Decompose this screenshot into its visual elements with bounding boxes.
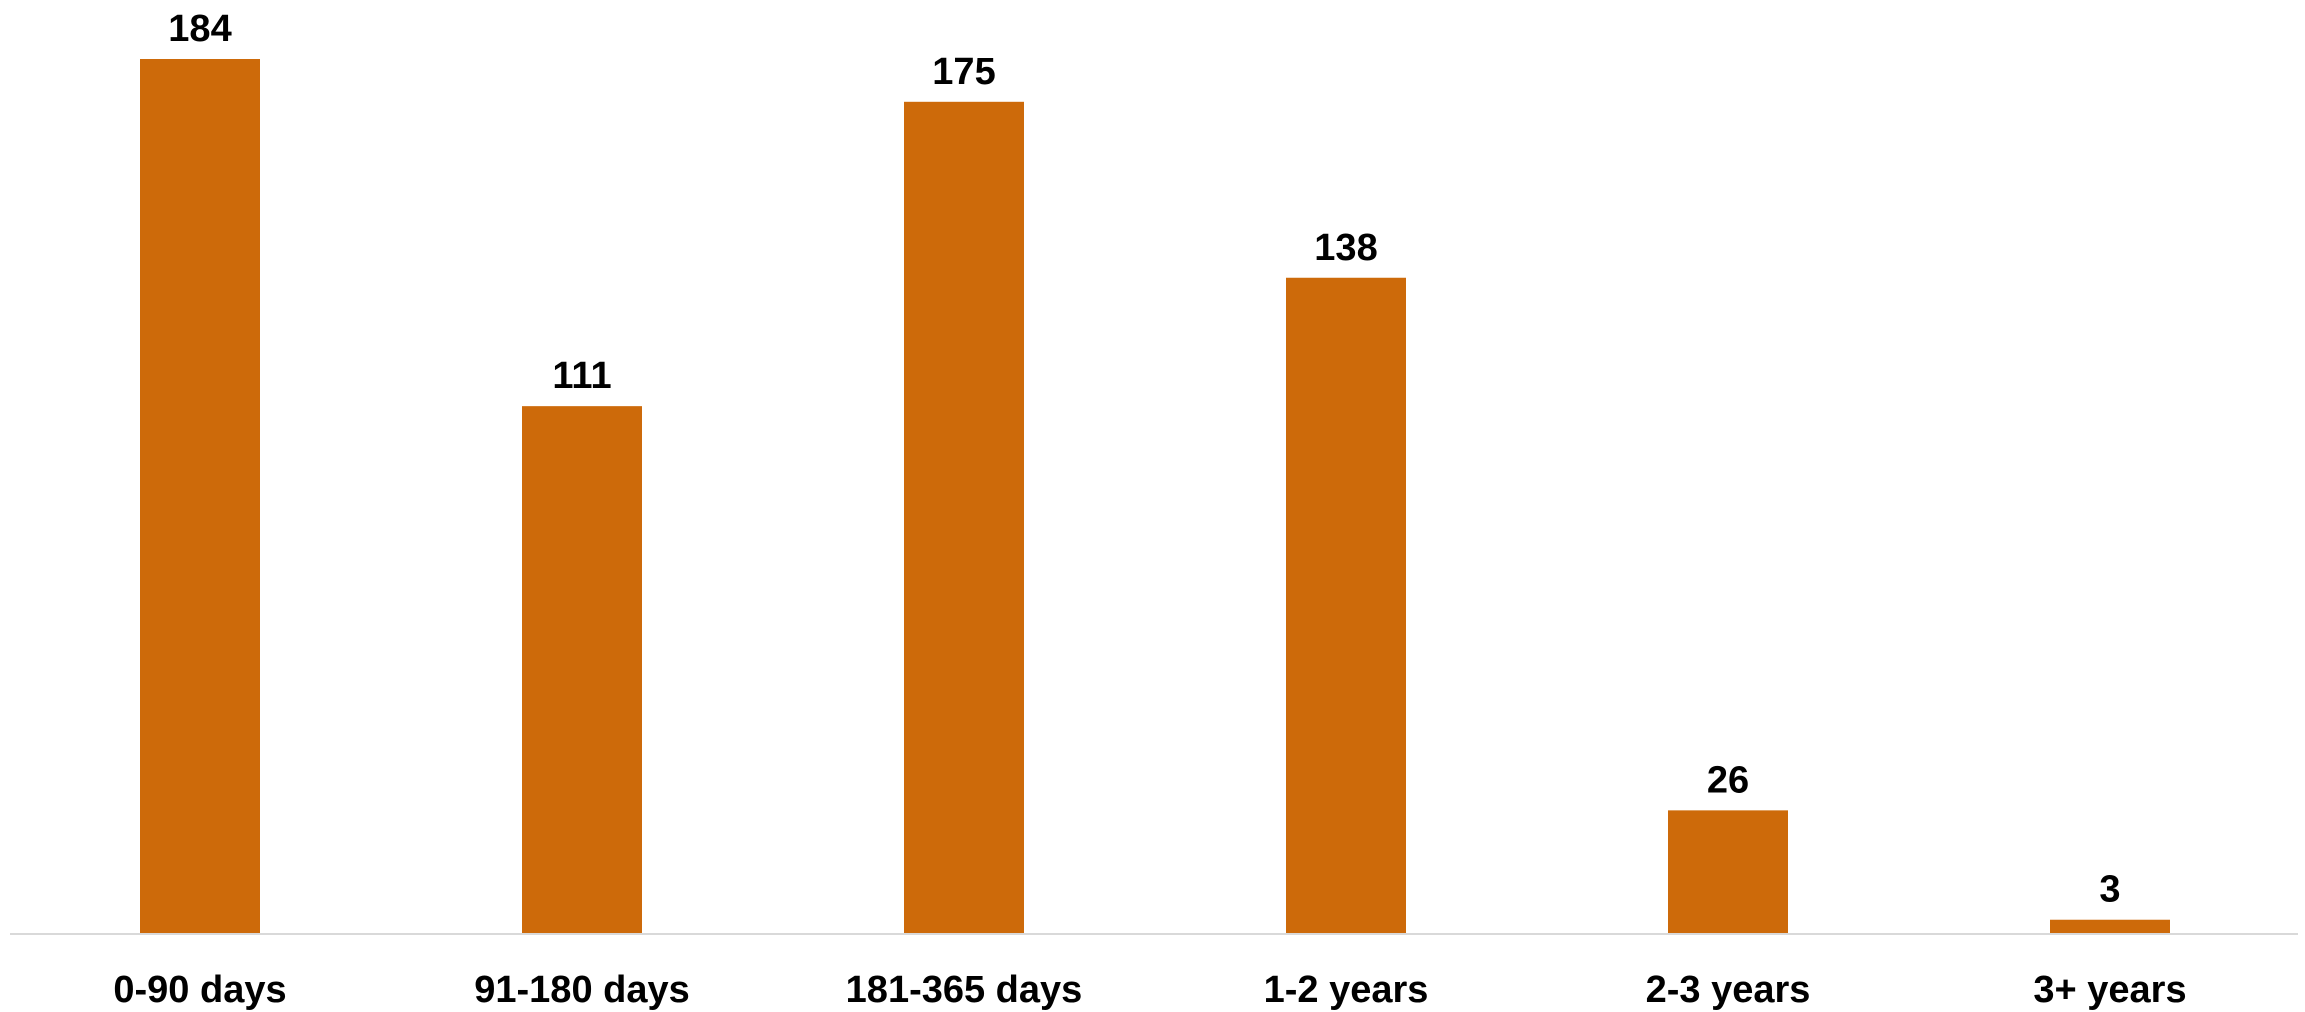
value-label-0: 184 — [168, 8, 231, 50]
value-label-3: 138 — [1314, 227, 1377, 269]
value-label-5: 3 — [2099, 869, 2120, 911]
bar-0 — [140, 59, 260, 934]
category-label-0: 0-90 days — [113, 969, 286, 1011]
category-label-5: 3+ years — [2033, 969, 2186, 1011]
bar-5 — [2050, 919, 2170, 934]
value-label-1: 111 — [552, 355, 611, 397]
category-label-2: 181-365 days — [846, 969, 1083, 1011]
bar-4 — [1668, 810, 1788, 934]
category-label-1: 91-180 days — [474, 969, 690, 1011]
value-labels-group: 184 111 175 138 26 3 — [168, 8, 2120, 911]
category-label-4: 2-3 years — [1646, 969, 1811, 1011]
value-label-4: 26 — [1707, 759, 1749, 801]
value-label-2: 175 — [932, 51, 995, 93]
category-label-3: 1-2 years — [1264, 969, 1429, 1011]
bar-3 — [1286, 277, 1406, 934]
category-labels-group: 0-90 days 91-180 days 181-365 days 1-2 year… — [113, 969, 2186, 1011]
bars-group — [140, 59, 2170, 935]
bar-1 — [522, 406, 642, 934]
bar-2 — [904, 101, 1024, 935]
